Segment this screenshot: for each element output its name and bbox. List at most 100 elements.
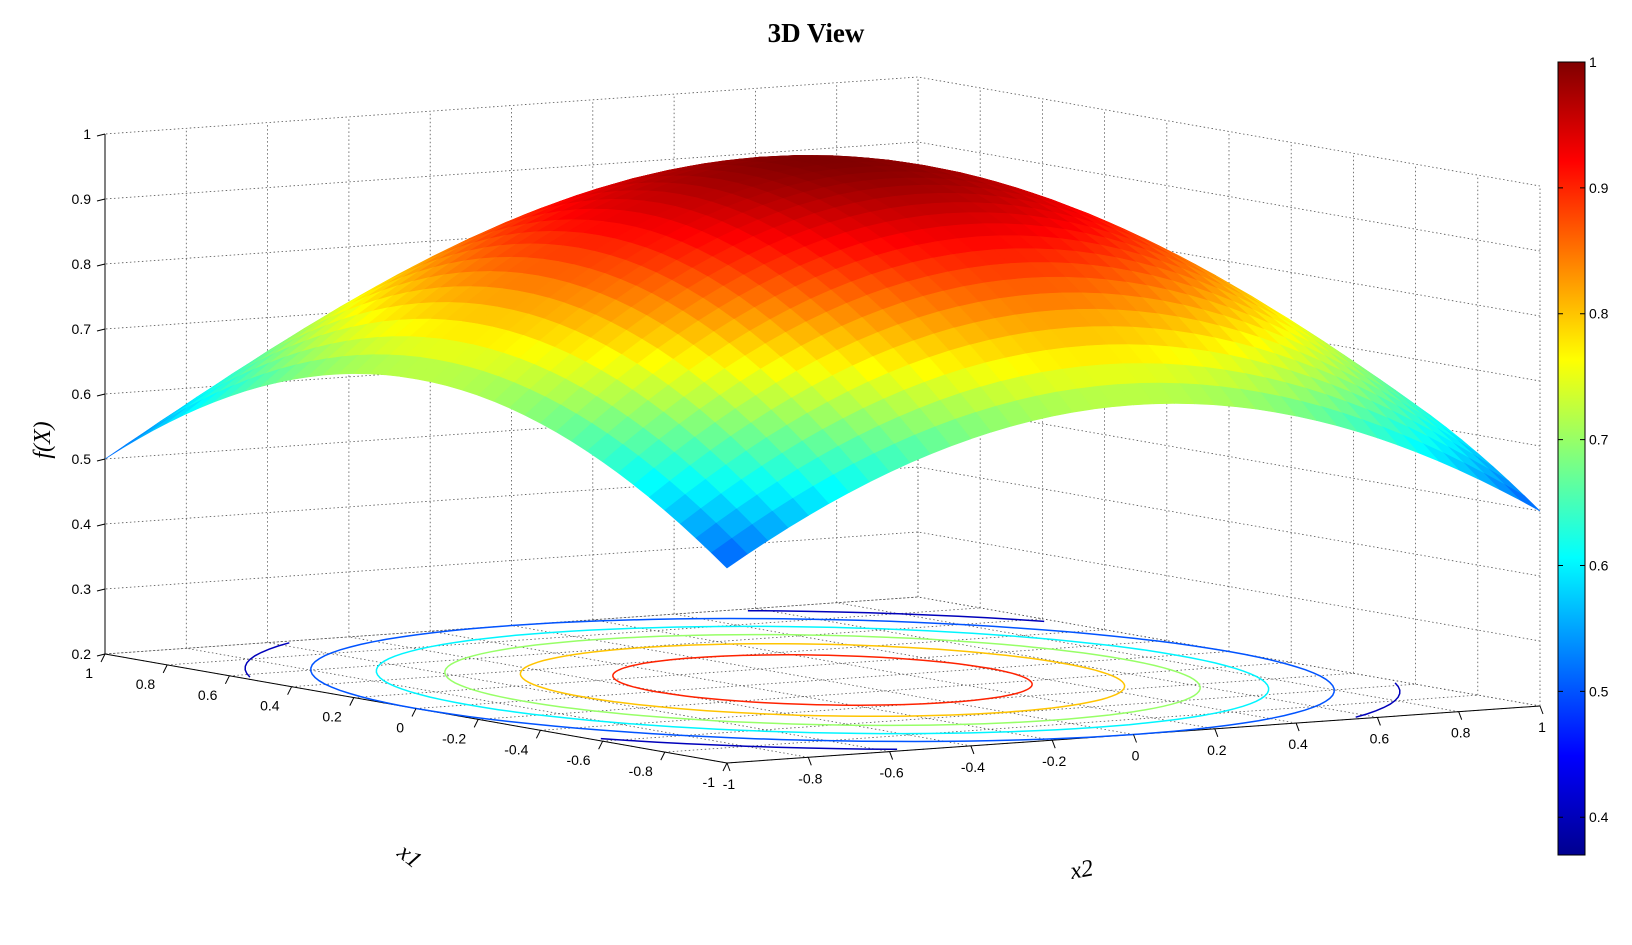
wall-grid-line	[104, 531, 1541, 642]
floor-grid-line	[430, 630, 1053, 741]
x2-tick-label: -0.2	[1042, 753, 1066, 769]
z-tick-mark	[96, 458, 106, 462]
surface-patch	[135, 415, 173, 441]
z-tick-mark	[96, 653, 106, 657]
x2-tick-mark	[807, 757, 812, 766]
surface-patch	[1503, 483, 1541, 512]
x2-tick-mark	[1376, 717, 1381, 726]
contour-line	[600, 737, 898, 751]
z-axis-label: f(X)	[30, 421, 56, 458]
colorbar-tick-label: 0.8	[1589, 306, 1609, 322]
z-tick-label: 1	[83, 126, 91, 142]
x1-tick-mark	[535, 730, 541, 739]
z-tick-mark	[96, 328, 106, 332]
floor-grid-line	[674, 613, 1297, 724]
x1-tick-label: 0.4	[260, 698, 280, 714]
contour-line	[375, 625, 1270, 735]
x1-axis-label: x1	[392, 839, 427, 874]
z-tick-label: 0.5	[72, 451, 92, 467]
floor-grid-line	[186, 647, 809, 758]
surface-patch	[151, 407, 188, 432]
colorbar-tick-label: 0.4	[1589, 809, 1609, 825]
contour-line	[747, 609, 1045, 623]
x1-tick-label: 1	[85, 665, 93, 681]
x2-tick-label: 1	[1538, 719, 1546, 735]
x1-tick-mark	[598, 740, 604, 750]
x1-tick-label: 0.2	[322, 709, 342, 725]
x2-tick-mark	[726, 762, 731, 772]
x2-tick-label: 0.4	[1288, 736, 1308, 752]
z-tick-label: 0.3	[72, 581, 92, 597]
z-tick-label: 0.9	[72, 191, 92, 207]
x2-tick-label: -1	[723, 776, 736, 792]
wall-grid-line	[104, 596, 1541, 707]
contour-line	[244, 642, 290, 678]
axis-ticks: 0.2 0.3 0.4 0.5 0.6 0.7 0.8 0.9 1 -1 -0.8 -0.6 -0.4 -…	[72, 126, 1547, 792]
z-tick-label: 0.8	[72, 256, 92, 272]
x2-tick-mark	[1458, 711, 1463, 720]
floor-grid-line	[348, 636, 971, 747]
surface-patch	[710, 538, 748, 569]
colorbar-tick-label: 0.7	[1589, 432, 1609, 448]
x2-axis-label: x2	[1067, 855, 1095, 885]
x2-tick-label: -0.8	[798, 770, 822, 786]
z-tick-mark	[96, 133, 106, 137]
x1-tick-label: -0.2	[442, 730, 466, 746]
z-tick-mark	[96, 198, 106, 202]
floor-grid-line	[511, 625, 1134, 735]
x2-tick-mark	[1214, 728, 1219, 737]
z-tick-mark	[96, 523, 106, 527]
z-tick-label: 0.4	[72, 516, 92, 532]
x1-tick-label: 0	[396, 720, 404, 736]
z-tick-mark	[96, 588, 106, 592]
chart-title: 3D View	[767, 18, 865, 48]
z-tick-label: 0.6	[72, 386, 92, 402]
z-tick-label: 0.7	[72, 321, 92, 337]
x1-tick-mark	[287, 686, 293, 695]
floor-grid-line	[592, 619, 1215, 730]
surface-mesh	[104, 155, 1541, 569]
x1-tick-mark	[473, 719, 479, 728]
x2-tick-label: 0	[1132, 748, 1140, 764]
x1-tick-mark	[162, 664, 168, 674]
contour-line	[1355, 682, 1401, 718]
x1-tick-label: -1	[703, 774, 716, 790]
x2-tick-mark	[1133, 734, 1137, 743]
floor-grid-line	[755, 608, 1378, 718]
colorbar-tick-label: 0.6	[1589, 557, 1609, 573]
x1-tick-label: -0.4	[504, 741, 528, 757]
x2-tick-label: 0.2	[1207, 742, 1227, 758]
floor-grid-line	[836, 602, 1459, 713]
x1-tick-mark	[224, 675, 230, 685]
x1-tick-label: 0.6	[198, 687, 218, 703]
x1-tick-mark	[660, 751, 666, 761]
colorbar-tick-label: 0.9	[1589, 180, 1609, 196]
surface-patch	[167, 399, 204, 424]
x1-tick-label: -0.6	[566, 752, 590, 768]
x2-tick-mark	[970, 745, 975, 755]
colorbar-gradient	[1557, 61, 1586, 856]
z-tick-label: 0.2	[72, 646, 92, 662]
x2-tick-mark	[1539, 705, 1544, 715]
x2-tick-mark	[889, 751, 894, 760]
colorbar-tick-label: 0.5	[1589, 683, 1609, 699]
contour-line	[444, 633, 1201, 727]
contour-line	[612, 654, 1033, 706]
colorbar-ticks: 0.4 0.5 0.6 0.7 0.8 0.9 1	[1558, 54, 1609, 825]
x1-tick-mark	[349, 697, 355, 706]
x2-tick-label: 0.8	[1451, 725, 1471, 741]
x2-tick-label: -0.4	[961, 759, 985, 775]
colorbar-tick-label: 1	[1589, 54, 1597, 70]
x2-tick-label: 0.6	[1370, 730, 1390, 746]
x1-tick-mark	[411, 708, 417, 717]
x1-tick-label: -0.8	[629, 763, 653, 779]
x1-tick-mark	[100, 653, 106, 663]
contour-lines	[244, 609, 1401, 751]
x1-tick-label: 0.8	[136, 676, 156, 692]
x2-tick-mark	[1051, 740, 1056, 749]
z-tick-mark	[96, 393, 106, 397]
x1-tick-mark	[722, 762, 728, 772]
x2-tick-label: -0.6	[880, 765, 904, 781]
